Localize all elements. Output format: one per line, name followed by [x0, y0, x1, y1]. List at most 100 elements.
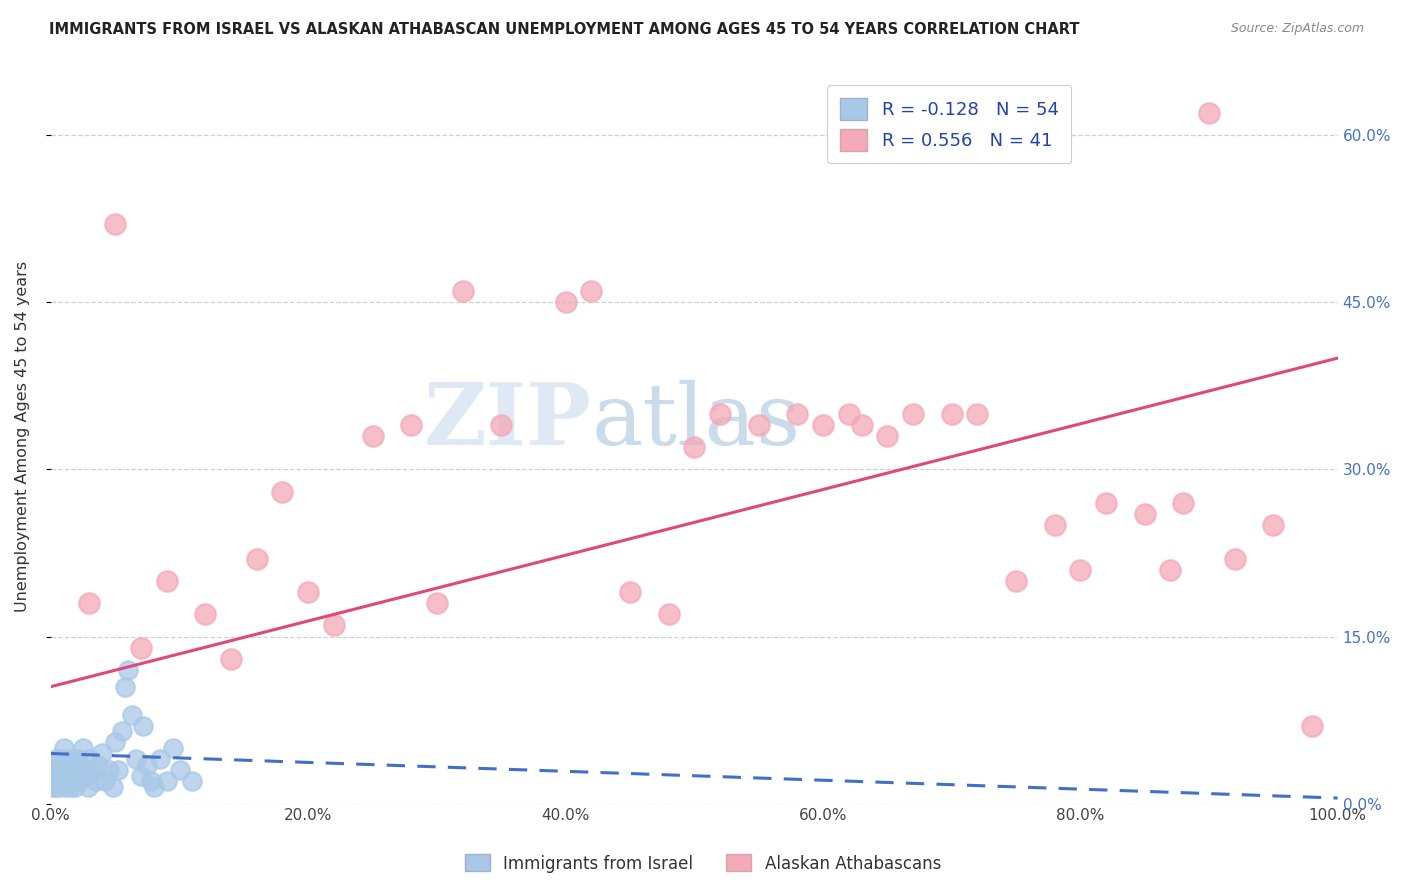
- Point: [65, 780, 87, 794]
- Point: [132, 719, 155, 733]
- Point: [69, 757, 91, 772]
- Point: [84, 774, 107, 789]
- Point: [104, 218, 127, 232]
- Point: [748, 417, 770, 432]
- Point: [141, 774, 163, 789]
- Legend: R = -0.128   N = 54, R = 0.556   N = 41: R = -0.128 N = 54, R = 0.556 N = 41: [828, 85, 1071, 163]
- Point: [156, 574, 179, 588]
- Point: [104, 735, 127, 749]
- Point: [42, 780, 65, 794]
- Point: [65, 763, 87, 777]
- Point: [75, 769, 97, 783]
- Point: [399, 417, 422, 432]
- Point: [110, 724, 132, 739]
- Point: [49, 757, 72, 772]
- Point: [49, 752, 72, 766]
- Point: [62, 757, 84, 772]
- Point: [323, 618, 346, 632]
- Point: [246, 551, 269, 566]
- Point: [67, 774, 90, 789]
- Point: [87, 757, 110, 772]
- Point: [786, 407, 808, 421]
- Point: [876, 429, 898, 443]
- Point: [1005, 574, 1028, 588]
- Y-axis label: Unemployment Among Ages 45 to 54 years: Unemployment Among Ages 45 to 54 years: [15, 260, 30, 612]
- Point: [48, 780, 70, 794]
- Point: [56, 769, 79, 783]
- Point: [149, 752, 172, 766]
- Point: [1198, 106, 1220, 120]
- Point: [46, 769, 69, 783]
- Point: [60, 774, 83, 789]
- Point: [63, 769, 86, 783]
- Point: [107, 763, 129, 777]
- Point: [117, 663, 139, 677]
- Point: [162, 740, 184, 755]
- Point: [51, 774, 73, 789]
- Point: [45, 763, 67, 777]
- Point: [194, 607, 217, 622]
- Point: [426, 596, 449, 610]
- Point: [619, 585, 641, 599]
- Point: [66, 752, 89, 766]
- Point: [79, 752, 101, 766]
- Point: [114, 680, 136, 694]
- Point: [851, 417, 873, 432]
- Point: [1301, 719, 1323, 733]
- Point: [94, 774, 117, 789]
- Point: [125, 752, 148, 766]
- Point: [581, 285, 603, 299]
- Point: [79, 596, 101, 610]
- Point: [554, 295, 576, 310]
- Point: [1043, 518, 1066, 533]
- Point: [59, 780, 82, 794]
- Point: [97, 763, 120, 777]
- Point: [657, 607, 679, 622]
- Point: [219, 652, 242, 666]
- Point: [451, 285, 474, 299]
- Point: [1159, 563, 1181, 577]
- Point: [156, 774, 179, 789]
- Point: [91, 747, 114, 761]
- Point: [121, 707, 143, 722]
- Point: [58, 752, 80, 766]
- Point: [52, 740, 75, 755]
- Point: [1133, 507, 1156, 521]
- Point: [142, 780, 165, 794]
- Point: [42, 774, 65, 789]
- Point: [129, 640, 152, 655]
- Point: [44, 752, 66, 766]
- Point: [838, 407, 860, 421]
- Point: [297, 585, 319, 599]
- Point: [1263, 518, 1285, 533]
- Point: [271, 484, 294, 499]
- Point: [129, 769, 152, 783]
- Text: ZIP: ZIP: [423, 379, 592, 463]
- Point: [489, 417, 512, 432]
- Point: [55, 763, 77, 777]
- Point: [80, 763, 103, 777]
- Point: [361, 429, 384, 443]
- Point: [44, 780, 66, 794]
- Point: [1223, 551, 1246, 566]
- Point: [77, 780, 100, 794]
- Point: [966, 407, 988, 421]
- Point: [181, 774, 204, 789]
- Text: atlas: atlas: [592, 380, 800, 463]
- Point: [683, 440, 706, 454]
- Point: [941, 407, 963, 421]
- Point: [811, 417, 834, 432]
- Legend: Immigrants from Israel, Alaskan Athabascans: Immigrants from Israel, Alaskan Athabasc…: [458, 847, 948, 880]
- Point: [42, 763, 65, 777]
- Point: [709, 407, 731, 421]
- Point: [1173, 496, 1195, 510]
- Point: [136, 757, 159, 772]
- Text: IMMIGRANTS FROM ISRAEL VS ALASKAN ATHABASCAN UNEMPLOYMENT AMONG AGES 45 TO 54 YE: IMMIGRANTS FROM ISRAEL VS ALASKAN ATHABA…: [49, 22, 1080, 37]
- Point: [1069, 563, 1091, 577]
- Point: [53, 780, 76, 794]
- Point: [901, 407, 924, 421]
- Point: [41, 769, 63, 783]
- Point: [101, 780, 124, 794]
- Point: [169, 763, 191, 777]
- Text: Source: ZipAtlas.com: Source: ZipAtlas.com: [1230, 22, 1364, 36]
